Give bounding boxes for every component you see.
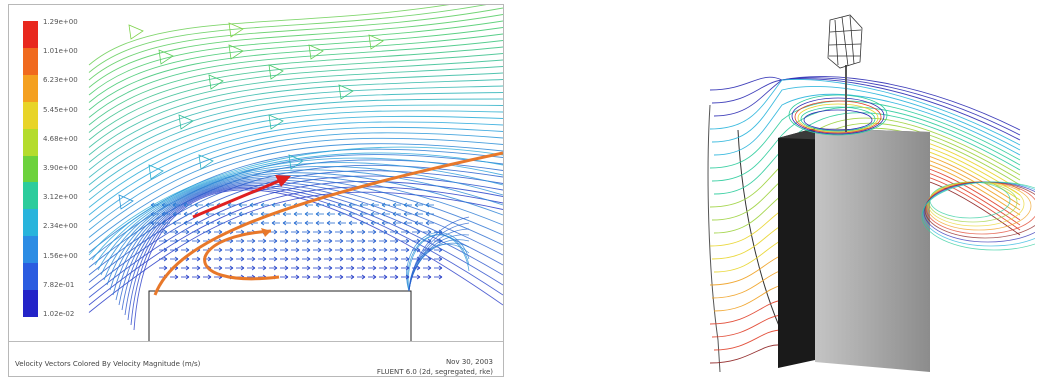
plot-caption-bar: Velocity Vectors Colored By Velocity Mag… <box>9 341 503 376</box>
3d-streamline-view <box>690 10 1041 378</box>
legend-swatch <box>23 182 38 210</box>
legend-label: 1.56e+00 <box>43 251 78 260</box>
legend-swatch <box>23 155 38 183</box>
legend-swatch <box>23 101 38 130</box>
legend-swatch <box>23 236 38 264</box>
color-legend: 1.29e+00 1.01e+00 6.23e+00 5.45e+00 4.68e+00… <box>9 5 89 318</box>
legend-label: 1.29e+00 <box>43 18 78 26</box>
streamline-scene <box>707 14 1041 373</box>
building-front-face <box>815 128 930 372</box>
vector-lines <box>88 5 503 331</box>
legend-label: 3.90e+00 <box>43 164 78 172</box>
inlet-profile-line <box>707 104 721 373</box>
vector-arrowheads <box>118 22 384 210</box>
separation-streamline <box>153 151 503 296</box>
recirculation-streamline <box>203 229 280 281</box>
plot-caption: Velocity Vectors Colored By Velocity Mag… <box>15 360 201 368</box>
roof-vortex <box>788 94 1041 251</box>
plot-date: Nov 30, 2003 <box>445 358 493 366</box>
velocity-vector-plot: 1.29e+00 1.01e+00 6.23e+00 5.45e+00 4.68e+00… <box>8 4 504 377</box>
legend-label: 1.02e-02 <box>43 310 75 318</box>
legend-label: 4.68e+00 <box>43 134 78 143</box>
legend-label: 7.82e-01 <box>43 280 75 289</box>
flow-direction-arrowhead <box>275 175 291 187</box>
recirculation-arrowhead <box>261 228 271 237</box>
recirculation-vectors <box>150 202 443 280</box>
legend-label: 6.23e+00 <box>43 76 78 85</box>
flow-direction-arrow <box>192 179 280 219</box>
solver-label: FLUENT 6.0 (2d, segregated, rke) <box>376 368 493 376</box>
legend-swatch <box>23 209 38 237</box>
building-side-face <box>778 128 815 368</box>
legend-swatch <box>23 74 38 103</box>
legend-swatch <box>23 290 38 318</box>
vector-field <box>88 5 503 341</box>
obstacle-block <box>148 290 412 341</box>
legend-label: 5.45e+00 <box>43 105 78 114</box>
legend-swatch <box>23 47 38 76</box>
legend-swatch <box>23 21 38 49</box>
legend-swatch <box>23 263 38 291</box>
legend-swatch <box>23 128 38 157</box>
legend-label: 3.12e+00 <box>43 193 78 202</box>
wind-turbine-icon <box>827 14 863 69</box>
legend-label: 1.01e+00 <box>43 47 78 56</box>
legend-label: 2.34e+00 <box>43 222 78 231</box>
